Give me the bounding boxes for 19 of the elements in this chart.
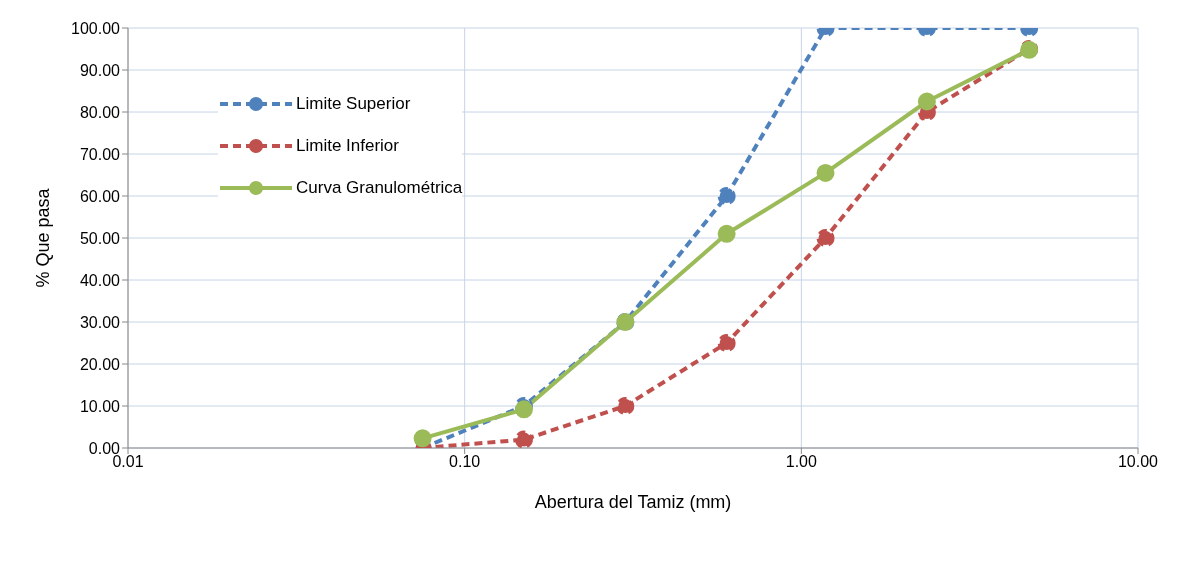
y-tick-label: 20.00 <box>79 355 121 373</box>
y-tick-label: 100.00 <box>71 19 121 37</box>
legend-label: Limite Superior <box>296 94 411 114</box>
y-tick-label: 90.00 <box>79 61 121 79</box>
y-tick-label: 40.00 <box>79 271 121 289</box>
y-tick-label: 30.00 <box>79 313 121 331</box>
y-tick-label: 60.00 <box>79 187 121 205</box>
legend-label: Limite Inferior <box>296 136 399 156</box>
y-tick-label: 50.00 <box>79 229 121 247</box>
legend-label: Curva Granulométrica <box>296 178 463 198</box>
y-axis-title: % Que pasa <box>33 187 54 288</box>
y-tick-label: 10.00 <box>79 397 121 415</box>
x-tick-label: 0.10 <box>449 453 481 471</box>
x-tick-label: 0.01 <box>112 453 144 471</box>
x-axis-title: Abertura del Tamiz (mm) <box>534 492 732 512</box>
y-tick-label: 80.00 <box>79 103 121 121</box>
y-tick-label: 70.00 <box>79 145 121 163</box>
x-tick-label: 1.00 <box>785 453 818 471</box>
x-tick-label: 10.00 <box>1117 453 1159 471</box>
